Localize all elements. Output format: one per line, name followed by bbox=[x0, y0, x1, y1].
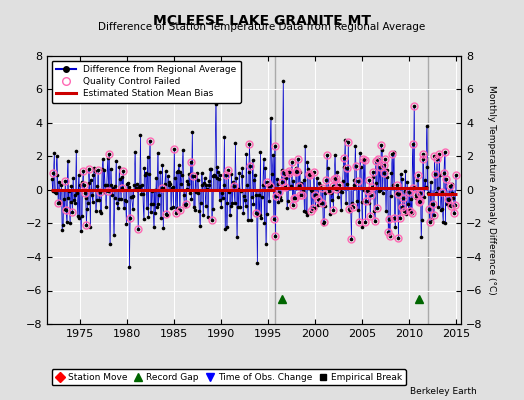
Legend: Difference from Regional Average, Quality Control Failed, Estimated Station Mean: Difference from Regional Average, Qualit… bbox=[52, 60, 241, 103]
Text: MCLEESE LAKE GRANITE MT: MCLEESE LAKE GRANITE MT bbox=[153, 14, 371, 28]
Y-axis label: Monthly Temperature Anomaly Difference (°C): Monthly Temperature Anomaly Difference (… bbox=[487, 85, 496, 295]
Legend: Station Move, Record Gap, Time of Obs. Change, Empirical Break: Station Move, Record Gap, Time of Obs. C… bbox=[52, 369, 406, 386]
Text: Berkeley Earth: Berkeley Earth bbox=[410, 387, 477, 396]
Text: Difference of Station Temperature Data from Regional Average: Difference of Station Temperature Data f… bbox=[99, 22, 425, 32]
